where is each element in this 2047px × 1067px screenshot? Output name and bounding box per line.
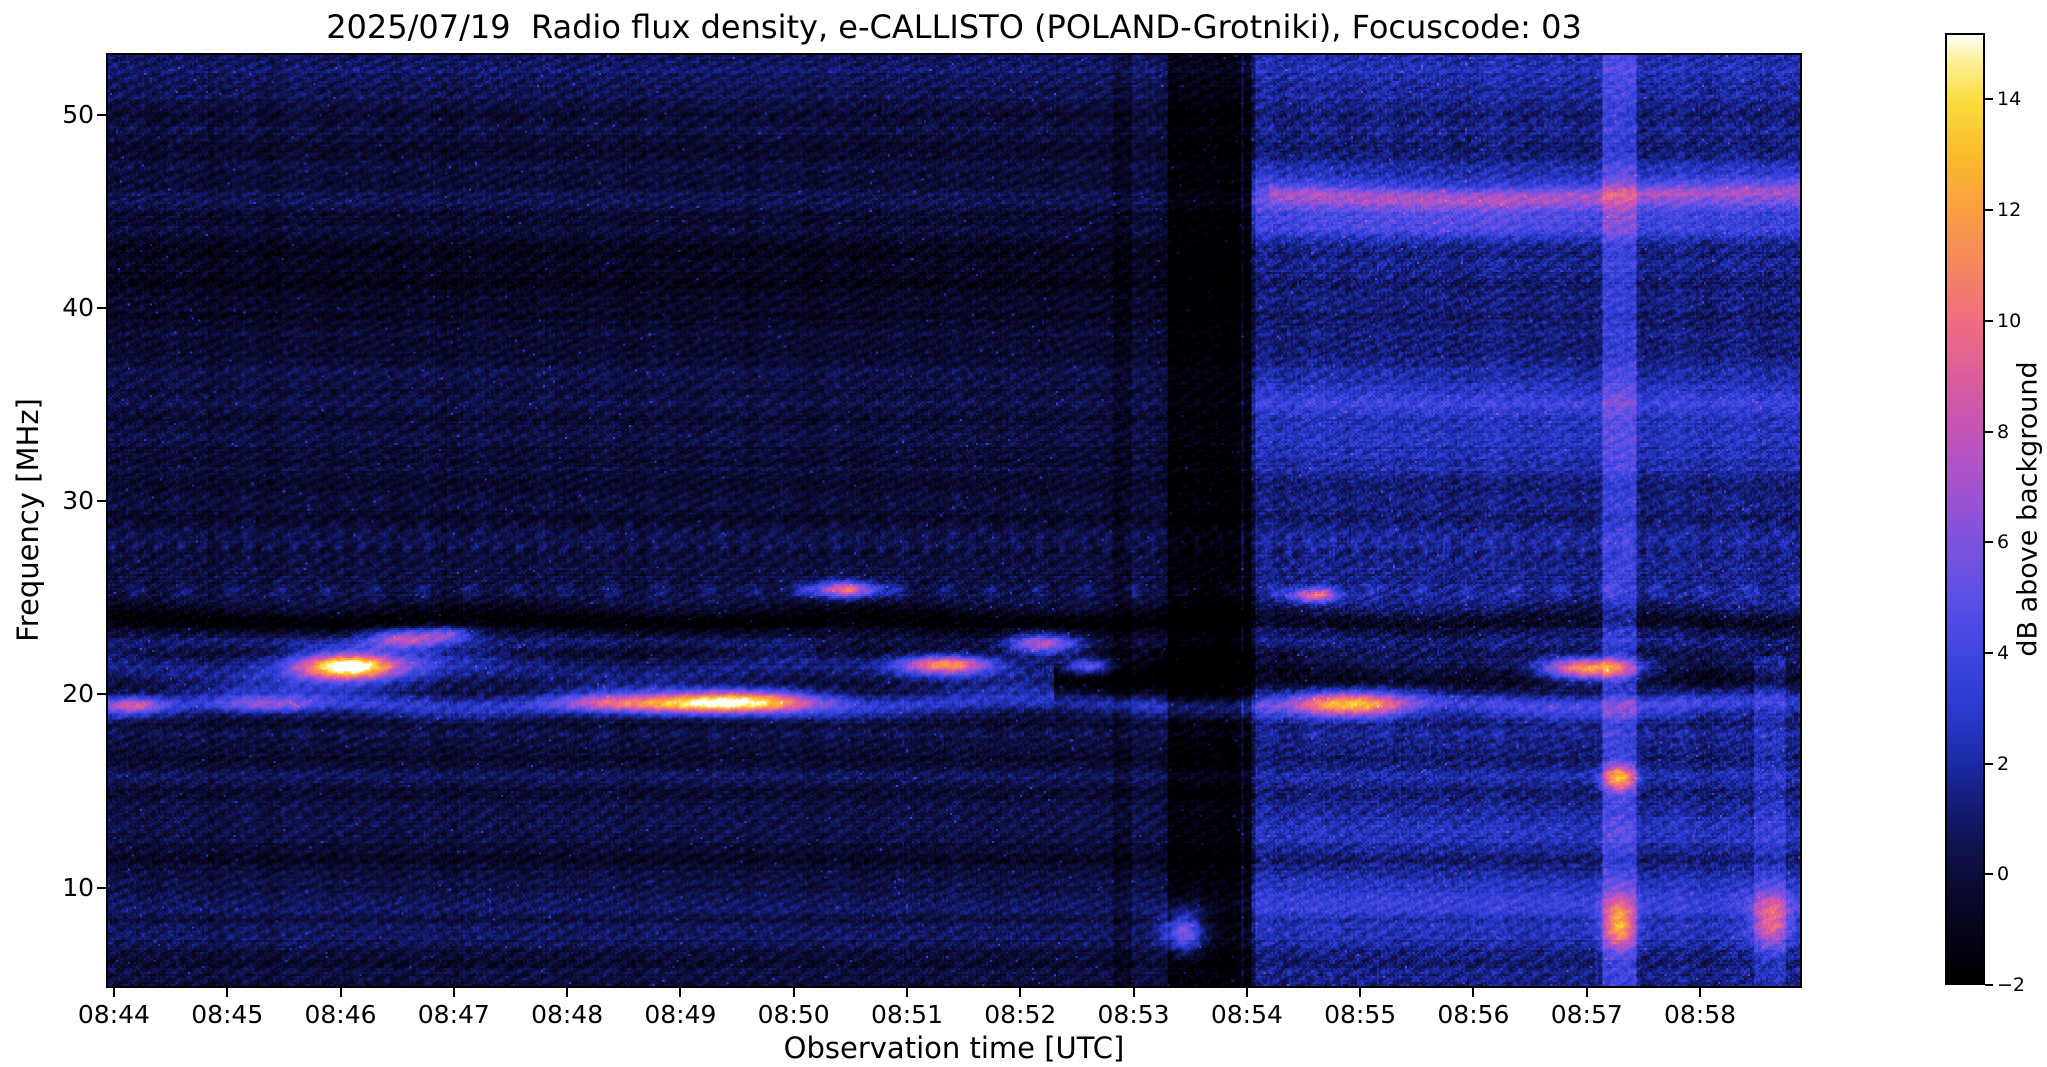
colorbar-label: dB above background <box>2012 361 2044 657</box>
y-tick-label: 10 <box>62 872 94 902</box>
colorbar-tick-mark <box>1985 209 1993 212</box>
y-tick-label: 50 <box>62 99 94 129</box>
x-tick-mark <box>792 988 795 997</box>
spectrogram-plot-area <box>106 53 1802 988</box>
x-tick-label: 08:46 <box>304 1000 377 1029</box>
y-axis-label: Frequency [MHz] <box>11 398 45 642</box>
x-tick-label: 08:52 <box>984 1000 1057 1029</box>
colorbar-tick-label: 10 <box>1997 309 2022 332</box>
x-tick-label: 08:47 <box>417 1000 490 1029</box>
x-tick-label: 08:54 <box>1210 1000 1283 1029</box>
x-tick-label: 08:55 <box>1324 1000 1397 1029</box>
colorbar-tick-mark <box>1985 541 1993 544</box>
x-tick-label: 08:44 <box>77 1000 150 1029</box>
colorbar-tick-label: 14 <box>1997 88 2022 111</box>
colorbar-tick-label: 12 <box>1997 199 2022 222</box>
x-tick-mark <box>1019 988 1022 997</box>
x-tick-label: 08:58 <box>1664 1000 1737 1029</box>
y-tick-label: 30 <box>62 486 94 516</box>
spectrogram-heatmap-canvas <box>108 55 1800 986</box>
x-tick-mark <box>339 988 342 997</box>
x-axis-label: Observation time [UTC] <box>783 1031 1125 1065</box>
colorbar <box>1945 33 1985 985</box>
colorbar-tick-label: 2 <box>1997 752 2010 775</box>
colorbar-tick-mark <box>1985 319 1993 322</box>
y-tick-label: 40 <box>62 293 94 322</box>
colorbar-gradient-canvas <box>1947 35 1983 983</box>
x-tick-label: 08:49 <box>644 1000 717 1029</box>
colorbar-tick-label: 8 <box>1997 420 2010 443</box>
x-tick-mark <box>226 988 229 997</box>
chart-title: 2025/07/19 Radio flux density, e-CALLIST… <box>326 8 1582 46</box>
x-tick-label: 08:51 <box>870 1000 943 1029</box>
colorbar-tick-mark <box>1985 651 1993 654</box>
x-tick-mark <box>1699 988 1702 997</box>
colorbar-tick-label: 6 <box>1997 531 2010 554</box>
x-tick-label: 08:53 <box>1097 1000 1170 1029</box>
x-tick-label: 08:48 <box>531 1000 604 1029</box>
colorbar-tick-label: 0 <box>1997 863 2010 886</box>
y-tick-mark <box>97 886 106 889</box>
y-tick-mark <box>97 307 106 309</box>
x-tick-mark <box>112 988 115 997</box>
x-tick-label: 08:56 <box>1437 1000 1510 1029</box>
x-tick-mark <box>1359 988 1362 997</box>
x-tick-mark <box>1472 988 1475 997</box>
x-tick-label: 08:57 <box>1550 1000 1623 1029</box>
colorbar-tick-mark <box>1985 762 1993 765</box>
colorbar-tick-label: 4 <box>1997 641 2010 664</box>
x-tick-mark <box>566 988 569 997</box>
x-tick-mark <box>1132 988 1135 997</box>
y-tick-mark <box>97 113 106 116</box>
x-tick-mark <box>905 988 908 997</box>
x-tick-mark <box>452 988 455 997</box>
colorbar-tick-label: −2 <box>1997 974 2026 996</box>
colorbar-tick-mark <box>1985 984 1993 986</box>
x-tick-mark <box>1585 988 1588 997</box>
x-tick-label: 08:50 <box>757 1000 830 1029</box>
colorbar-tick-mark <box>1985 98 1993 101</box>
colorbar-tick-mark <box>1985 430 1993 433</box>
colorbar-tick-mark <box>1985 873 1993 876</box>
y-tick-mark <box>97 500 106 503</box>
x-tick-mark <box>1245 988 1248 997</box>
x-tick-label: 08:45 <box>191 1000 264 1029</box>
y-tick-mark <box>97 693 106 696</box>
y-tick-label: 20 <box>62 679 94 709</box>
x-tick-mark <box>679 988 682 997</box>
